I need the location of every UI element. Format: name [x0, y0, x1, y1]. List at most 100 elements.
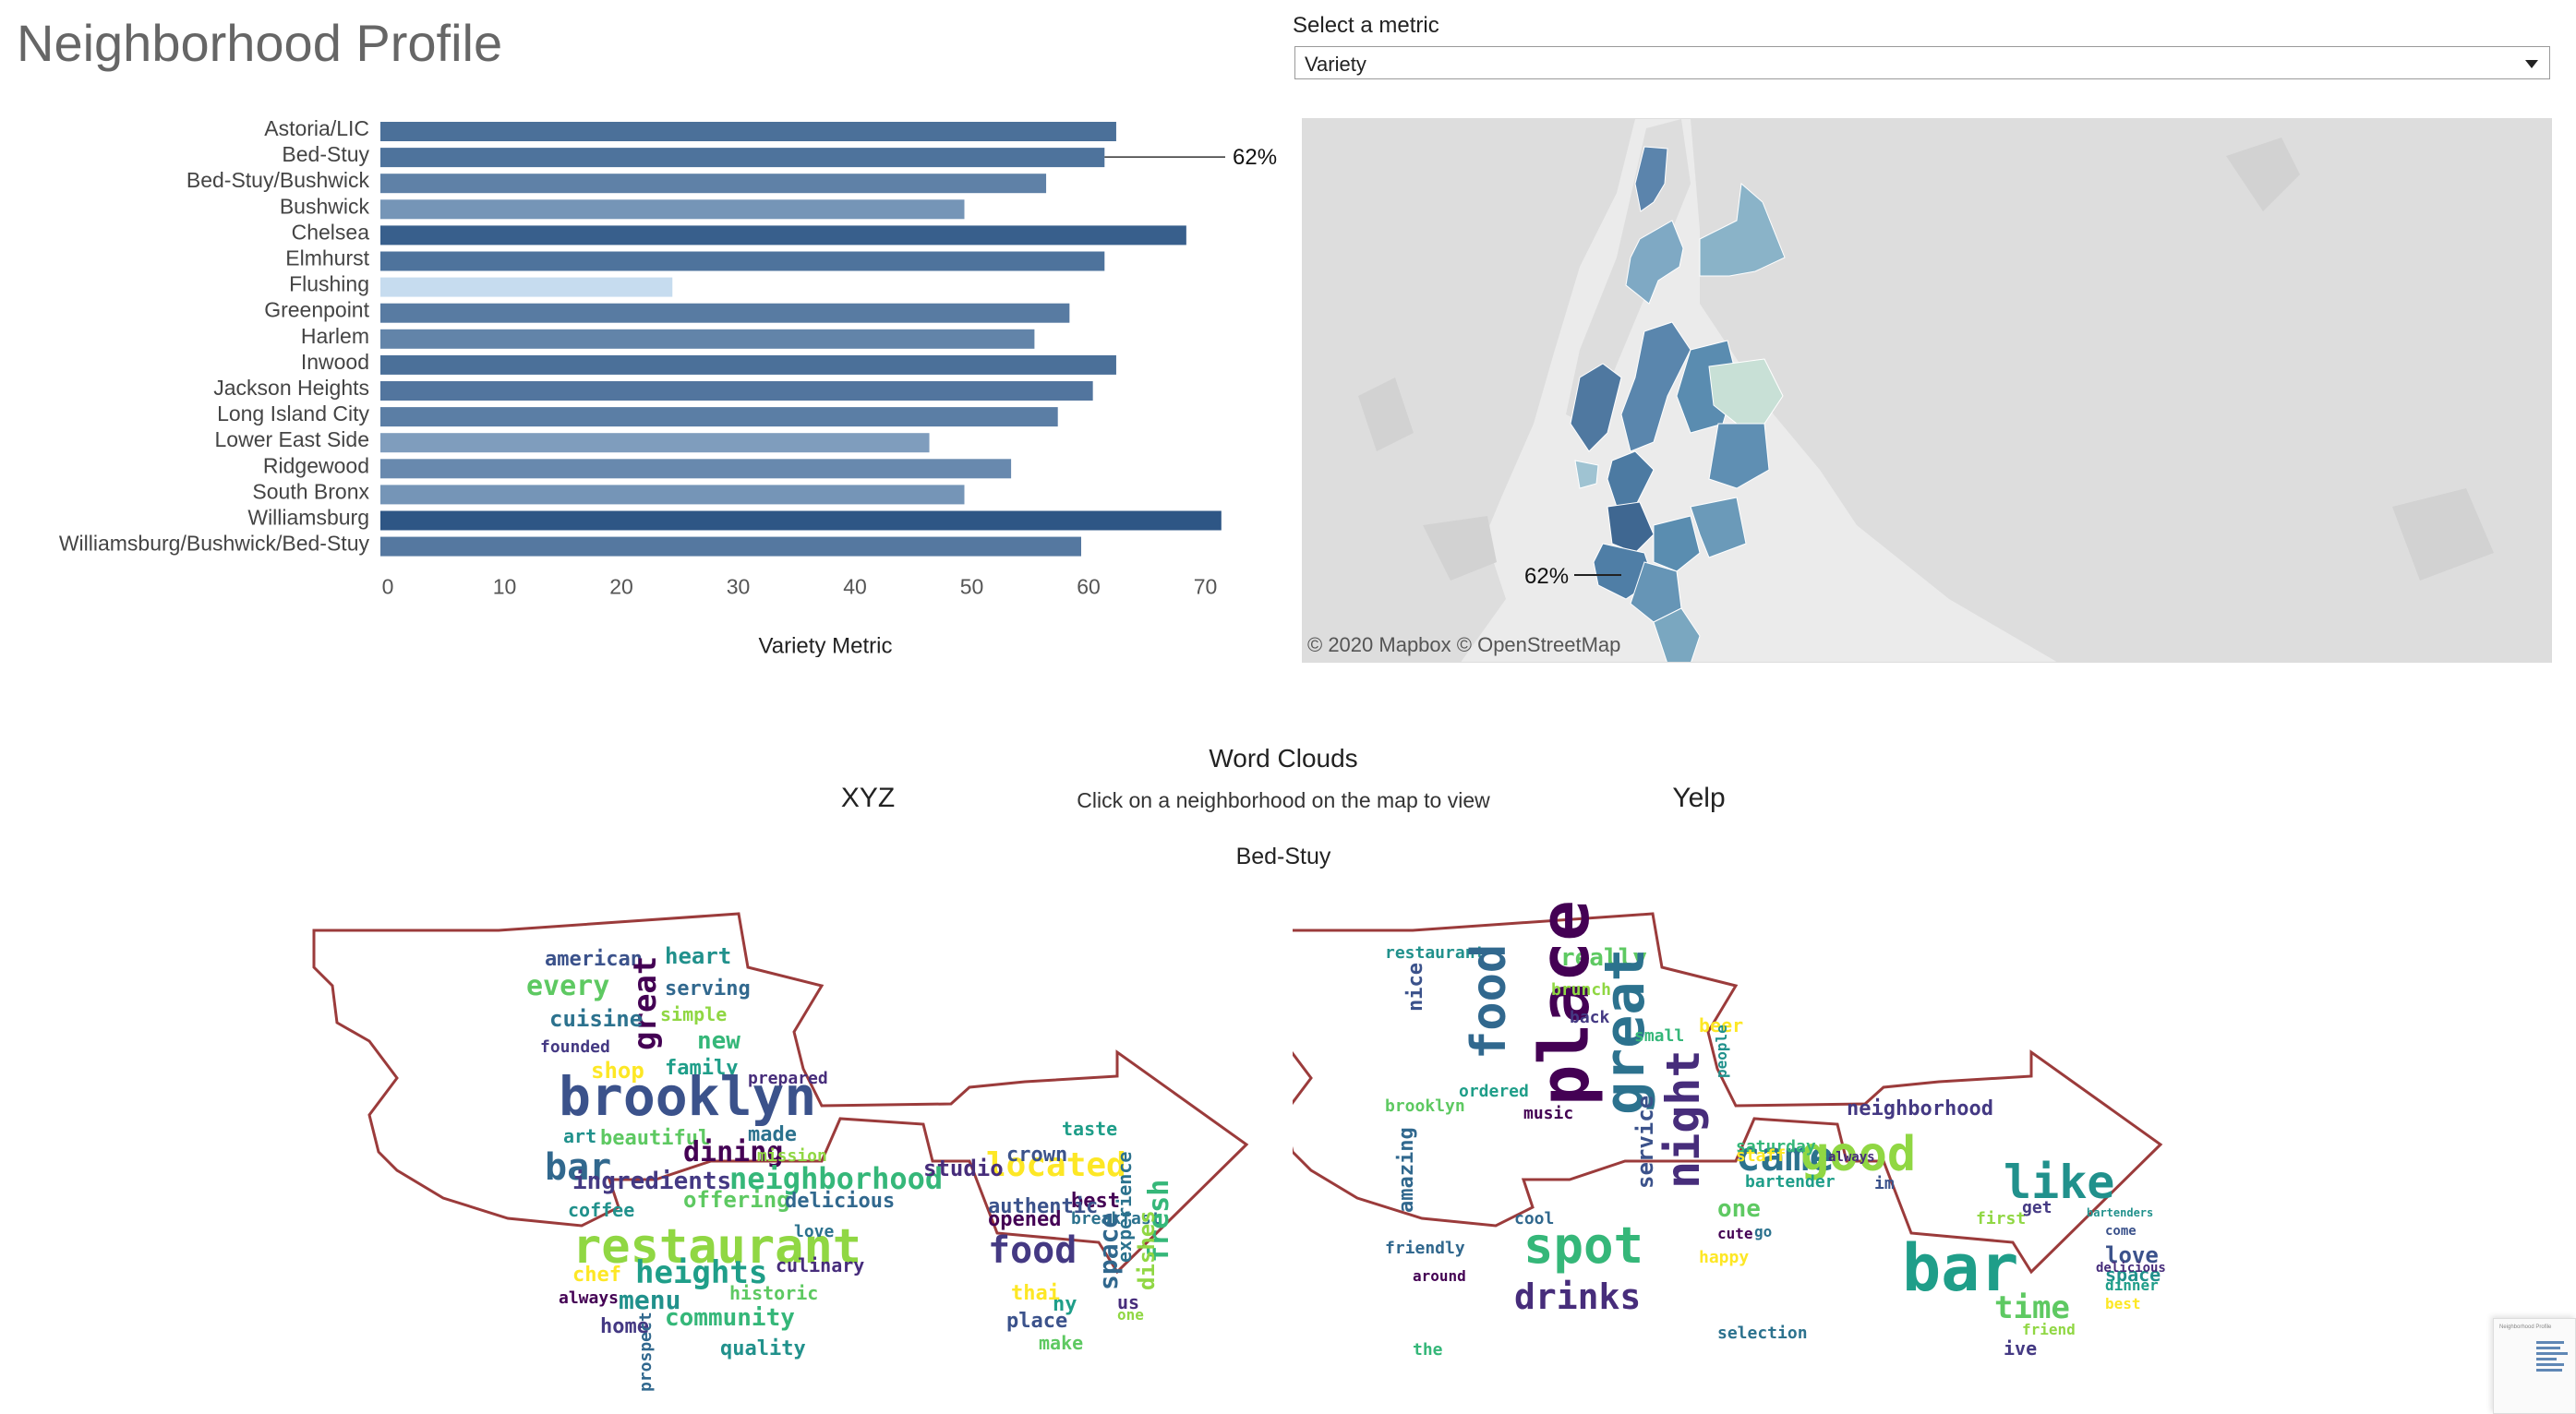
wordcloud-word: good — [1800, 1127, 1916, 1182]
wordcloud-word: every — [526, 970, 609, 1002]
wordcloud-word: offering — [683, 1187, 790, 1213]
x-tick-label: 20 — [609, 575, 633, 599]
wordcloud-word: cool — [1514, 1209, 1554, 1228]
bar[interactable] — [380, 407, 1058, 427]
wordcloud-word: founded — [540, 1037, 610, 1057]
bar[interactable] — [380, 459, 1012, 479]
wordcloud-word: make — [1039, 1332, 1083, 1354]
wordcloud-word: place — [1525, 900, 1605, 1106]
bar[interactable] — [380, 510, 1222, 531]
wordcloud-word: dinner — [2105, 1276, 2159, 1294]
wordcloud-word: simple — [660, 1003, 727, 1025]
map-region-astoria[interactable] — [1607, 450, 1655, 508]
wordcloud-word: one — [1117, 1306, 1144, 1324]
thumbnail-bar — [2536, 1341, 2564, 1344]
wordcloud-word: fresh — [1143, 1180, 1175, 1263]
wordcloud-word: ingredients — [572, 1168, 731, 1195]
map-region-elmhurst[interactable] — [1708, 423, 1770, 489]
chevron-down-icon — [2525, 60, 2538, 68]
wordcloud-word: ny — [1053, 1293, 1077, 1316]
x-tick-label: 70 — [1194, 575, 1218, 599]
wordcloud-word: nice — [1404, 963, 1427, 1012]
wordcloud-word: one — [1717, 1195, 1761, 1223]
bar[interactable] — [380, 199, 965, 220]
map-land-bronx-queens — [1691, 119, 2551, 662]
bar[interactable] — [380, 225, 1186, 246]
bar-category-label: Harlem — [301, 324, 369, 348]
wordcloud-word: bar — [1902, 1230, 2018, 1306]
bar[interactable] — [380, 354, 1116, 375]
map-region-brooklyn-south[interactable] — [1653, 607, 1701, 663]
bar-category-label: Williamsburg/Bushwick/Bed-Stuy — [59, 532, 370, 556]
map-attribution[interactable]: © 2020 Mapbox © OpenStreetMap — [1307, 633, 1621, 656]
wordcloud-word: back — [1570, 1008, 1610, 1027]
wordcloud-word: spot — [1523, 1216, 1643, 1275]
wordcloud-word: great — [1593, 948, 1657, 1115]
map-region-harlem[interactable] — [1570, 363, 1622, 452]
map-region-south-bronx[interactable] — [1625, 220, 1684, 305]
bar[interactable] — [380, 485, 965, 505]
metric-dropdown[interactable]: Variety — [1294, 46, 2550, 79]
wordcloud-word: delicious — [785, 1190, 895, 1213]
bar[interactable] — [380, 381, 1093, 401]
map-annotation-text: 62% — [1524, 564, 1569, 589]
wordcloud-left-label: XYZ — [840, 783, 896, 813]
bar-category-label: Ridgewood — [263, 453, 369, 477]
wordcloud-word: amazing — [1395, 1127, 1418, 1213]
bar[interactable] — [380, 303, 1070, 323]
wordcloud-word: family — [665, 1057, 738, 1080]
bar[interactable] — [380, 277, 673, 297]
bar[interactable] — [380, 536, 1081, 557]
bar-category-label: Lower East Side — [215, 427, 369, 451]
wordcloud-word: brooklyn — [1385, 1096, 1465, 1116]
thumbnail-bar — [2536, 1358, 2557, 1360]
map-region-lic[interactable] — [1574, 460, 1599, 489]
map[interactable]: 62% — [1302, 118, 2552, 663]
wordcloud-word: menu — [619, 1285, 680, 1315]
wordcloud-word: heights — [635, 1254, 767, 1291]
wordcloud-word: bar — [545, 1146, 611, 1189]
wordcloud-word: culinary — [776, 1254, 864, 1276]
bar[interactable] — [380, 122, 1116, 141]
wordcloud-word: new — [697, 1027, 740, 1055]
wordcloud-word: beer — [1699, 1014, 1743, 1037]
wordcloud-word: quality — [720, 1337, 806, 1360]
wordcloud-word: always — [1828, 1150, 1875, 1165]
wordcloud-word: community — [665, 1304, 795, 1332]
dashboard-thumbnail[interactable]: Neighborhood Profile — [2493, 1318, 2576, 1414]
wordcloud-word: neighborhood — [1847, 1097, 1993, 1120]
bar[interactable] — [380, 433, 930, 453]
wordcloud-word: love — [794, 1222, 835, 1241]
map-region-bronx-east[interactable] — [1699, 183, 1786, 277]
bar[interactable] — [380, 329, 1035, 349]
x-tick-label: 40 — [843, 575, 867, 599]
wordcloud-word: heart — [665, 943, 731, 969]
map-region-queens-north[interactable] — [1620, 321, 1691, 452]
map-region-inwood[interactable] — [1634, 146, 1668, 212]
wordcloud-word: ive — [2004, 1337, 2037, 1360]
bar-category-label: Long Island City — [217, 401, 369, 425]
bar[interactable] — [380, 251, 1105, 271]
wordcloud-word: thai — [1011, 1282, 1060, 1305]
wordcloud-word: chef — [572, 1264, 621, 1287]
map-region-bushwick[interactable] — [1653, 515, 1701, 572]
wordcloud-word: selection — [1717, 1324, 1808, 1343]
wordcloud-word: like — [2004, 1156, 2114, 1209]
metric-label: Select a metric — [1293, 13, 1439, 38]
bar-category-label: Bushwick — [280, 194, 370, 218]
map-region-ridgewood[interactable] — [1690, 497, 1747, 558]
wordcloud-word: small — [1634, 1026, 1684, 1046]
map-region-williamsburg[interactable] — [1607, 501, 1655, 554]
wordcloud-word: time — [1994, 1289, 2070, 1326]
wordcloud-word: opened — [988, 1208, 1061, 1231]
thumbnail-bar — [2536, 1369, 2562, 1372]
metric-selected-value: Variety — [1305, 53, 1366, 76]
wordcloud-right-label: Yelp — [1672, 783, 1726, 813]
wordcloud-word: serving — [665, 977, 751, 1001]
page-title: Neighborhood Profile — [17, 14, 503, 72]
wordcloud-word: food — [988, 1229, 1077, 1272]
bar[interactable] — [380, 148, 1105, 168]
thumbnail-bar — [2536, 1347, 2560, 1349]
bar[interactable] — [380, 174, 1047, 194]
